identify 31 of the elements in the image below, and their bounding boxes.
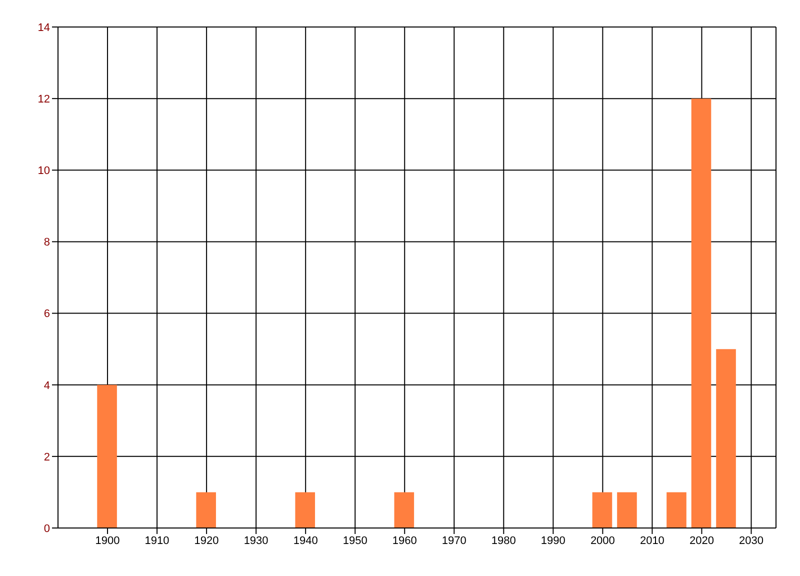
x-tick-label: 1950 <box>342 534 368 547</box>
x-tick-label: 2000 <box>590 534 615 547</box>
x-tick-label: 1940 <box>293 534 318 547</box>
x-tick-label: 1960 <box>392 534 417 547</box>
x-tick-label: 1920 <box>194 534 219 547</box>
y-tick-label: 4 <box>44 380 50 392</box>
bar <box>295 492 316 528</box>
bar <box>691 98 712 528</box>
y-tick-label: 0 <box>44 522 50 535</box>
bar <box>196 492 216 528</box>
x-tick-label: 2020 <box>689 534 714 547</box>
x-tick-label: 1900 <box>95 534 120 547</box>
bar <box>716 349 736 528</box>
bar <box>666 492 686 528</box>
x-tick-label: 2010 <box>640 534 664 547</box>
bar <box>394 492 414 528</box>
x-tick-label: 1990 <box>540 534 566 547</box>
x-tick-label: 1910 <box>144 534 170 547</box>
x-tick-label: 2030 <box>739 534 764 547</box>
x-tick-label: 1930 <box>244 534 268 547</box>
y-tick-label: 14 <box>38 22 50 34</box>
bar <box>97 384 117 528</box>
y-tick-label: 12 <box>38 93 50 106</box>
bar <box>592 492 612 528</box>
x-tick-label: 1970 <box>442 534 466 547</box>
y-tick-label: 2 <box>44 451 50 464</box>
bar <box>617 492 637 528</box>
x-tick-label: 1980 <box>491 534 516 547</box>
y-tick-label: 8 <box>44 236 50 249</box>
y-tick-label: 6 <box>44 308 50 320</box>
y-tick-label: 10 <box>38 165 50 178</box>
